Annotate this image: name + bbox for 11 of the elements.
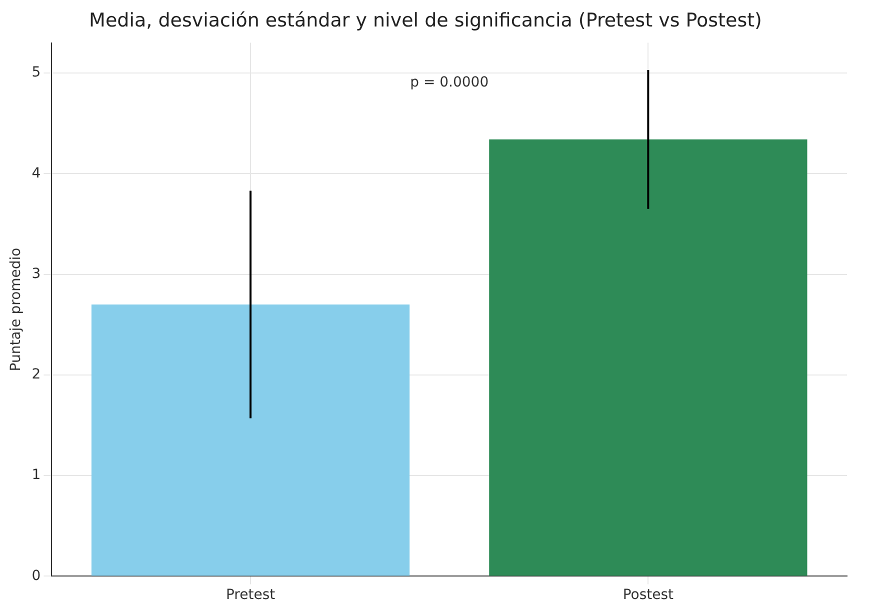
y-tick-label: 1 xyxy=(32,467,41,484)
y-tick-label: 2 xyxy=(32,366,41,383)
y-axis-title: Puntaje promedio xyxy=(8,248,24,372)
chart-title: Media, desviación estándar y nivel de significancia (Pretest vs Postest) xyxy=(89,9,762,32)
x-tick-label: Pretest xyxy=(226,587,276,604)
y-tick-label: 0 xyxy=(32,568,41,584)
y-tick-label: 5 xyxy=(32,64,41,81)
y-tick-label: 4 xyxy=(32,165,41,182)
annotation: p = 0.0000 xyxy=(410,74,489,90)
y-tick-label: 3 xyxy=(32,266,41,282)
x-tick-label: Postest xyxy=(622,587,674,604)
